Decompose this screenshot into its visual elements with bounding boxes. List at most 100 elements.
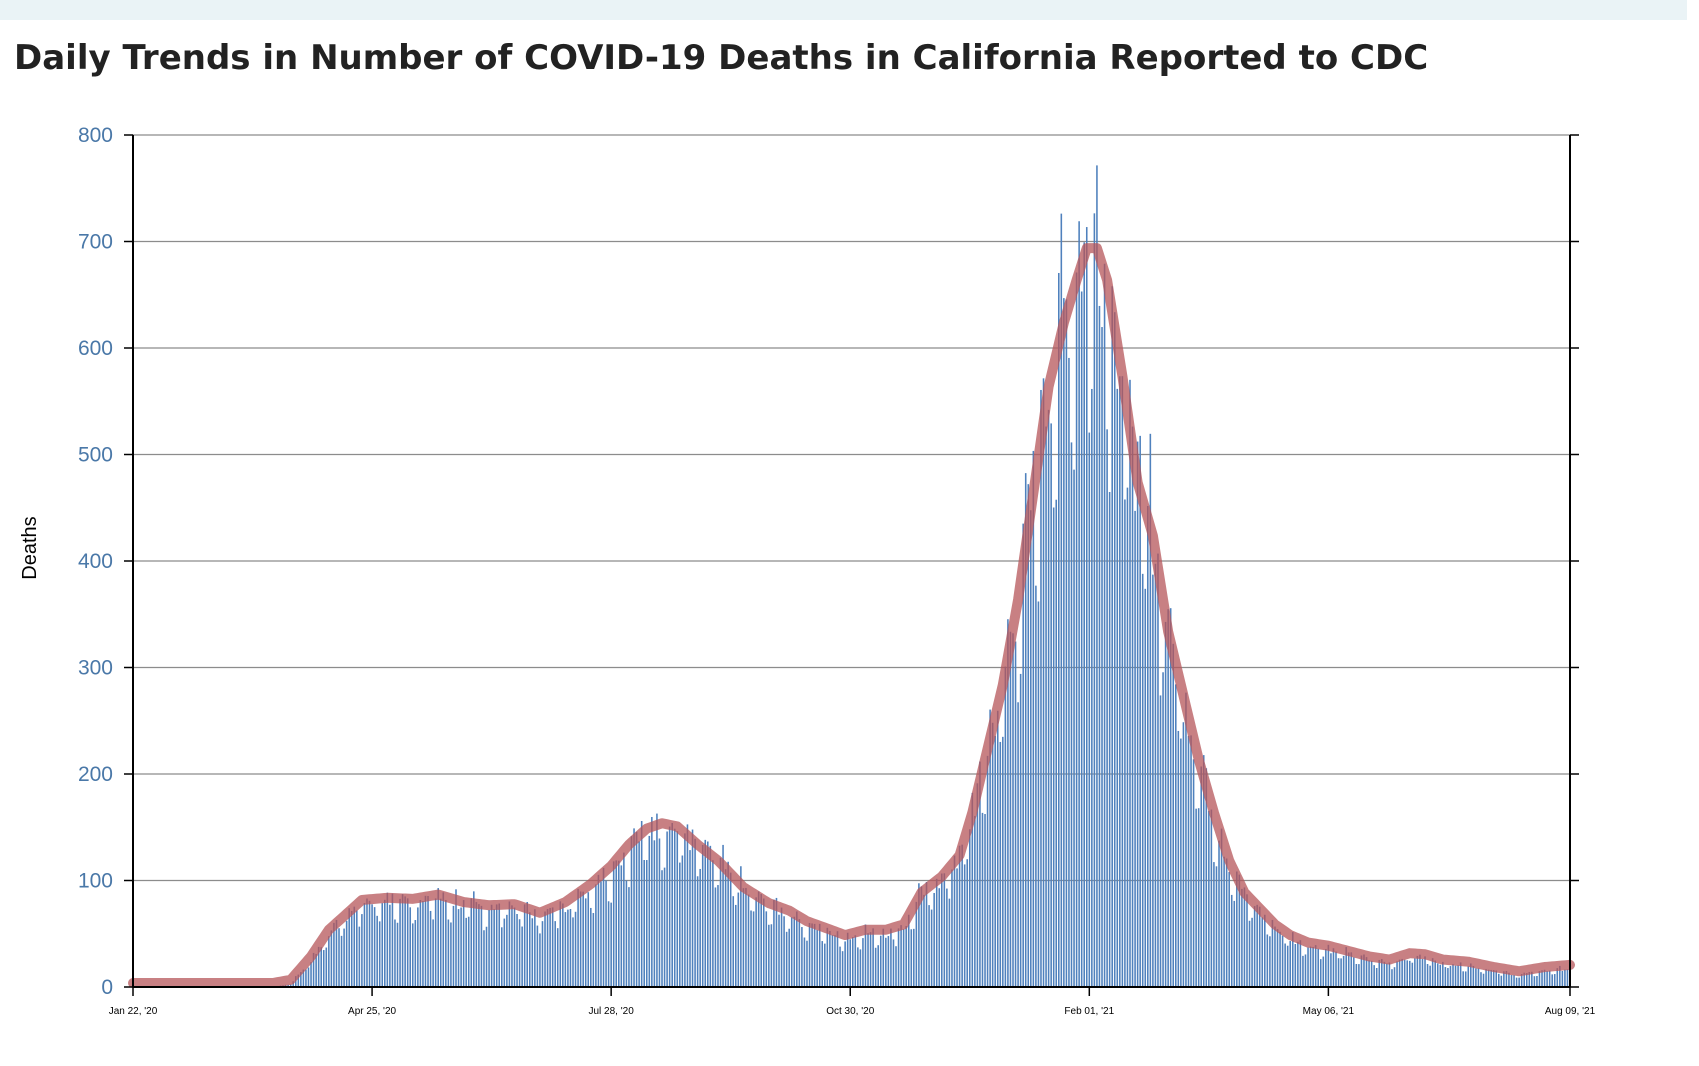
bar (1274, 926, 1276, 987)
bar (1431, 958, 1434, 987)
y-tick-label-500: 500 (78, 444, 113, 467)
bar (986, 755, 989, 987)
bar (1159, 695, 1162, 987)
y-tick-label-300: 300 (78, 657, 113, 680)
bar (1218, 840, 1220, 987)
bar (681, 855, 684, 987)
bar (1396, 961, 1398, 987)
bar (857, 947, 859, 987)
bar (925, 881, 928, 987)
bar (498, 903, 501, 987)
bar (1248, 920, 1251, 987)
bar (1141, 573, 1144, 987)
bar (1434, 960, 1436, 987)
bar (895, 946, 897, 987)
bar (1302, 955, 1304, 987)
bar (1238, 874, 1241, 987)
bar (1398, 959, 1401, 987)
bar (1500, 975, 1503, 987)
bar (821, 941, 824, 987)
bar (729, 872, 732, 987)
bar (811, 923, 813, 987)
bar (1291, 932, 1294, 987)
bar (523, 904, 526, 987)
bar (1561, 970, 1564, 987)
bar (1401, 958, 1403, 987)
bar (653, 840, 656, 987)
bar (933, 892, 935, 987)
bar (356, 910, 358, 987)
bar (592, 913, 595, 987)
page-title: Daily Trends in Number of COVID-19 Death… (14, 38, 1429, 78)
bar (928, 905, 930, 987)
bar (1482, 973, 1485, 987)
bar (1508, 972, 1510, 987)
bar (300, 972, 302, 987)
bar (668, 826, 671, 987)
bar (338, 928, 340, 987)
bar (1085, 227, 1088, 988)
bar (1111, 286, 1113, 987)
bar (1523, 972, 1525, 987)
bar (1261, 917, 1264, 987)
bar (938, 888, 941, 987)
bar (618, 860, 620, 987)
bar (480, 905, 483, 987)
bar (1182, 722, 1185, 987)
bar (493, 909, 495, 987)
bar (597, 874, 600, 987)
bar (1243, 887, 1246, 987)
bar (1055, 499, 1058, 987)
bar (656, 813, 658, 987)
bar (1052, 507, 1055, 987)
bar (333, 922, 335, 987)
bar (971, 792, 974, 987)
bar (717, 885, 719, 987)
x-tick-label: Jan 22, '20 (109, 1006, 158, 1017)
bar (862, 938, 864, 987)
bar (673, 828, 676, 987)
bar (1490, 969, 1492, 987)
bar (1485, 969, 1487, 987)
bar (1169, 608, 1172, 987)
bar (974, 815, 976, 987)
bar (882, 928, 885, 987)
bar (712, 860, 714, 987)
bar (714, 887, 717, 987)
bar (961, 844, 963, 987)
bar (851, 937, 854, 987)
bar (1393, 967, 1396, 987)
bar (322, 950, 325, 987)
bar (376, 915, 378, 987)
bar (951, 869, 953, 987)
bar (437, 888, 439, 987)
bar (1475, 968, 1477, 987)
bar (284, 984, 287, 987)
bar (719, 857, 722, 987)
bar (526, 902, 528, 987)
bar (1345, 947, 1347, 987)
bar (1149, 433, 1152, 987)
bar (1480, 972, 1482, 987)
bar (1258, 906, 1261, 987)
bar (1096, 165, 1098, 987)
bar (457, 909, 460, 987)
x-tick-label: Feb 01, '21 (1064, 1006, 1114, 1017)
bar (640, 820, 643, 987)
bar (389, 904, 391, 987)
bar (1042, 378, 1045, 988)
bar (1520, 973, 1523, 987)
bar (462, 900, 465, 987)
bar (473, 891, 475, 987)
bar (1355, 963, 1358, 987)
bar (1037, 601, 1040, 987)
y-tick-label-100: 100 (78, 870, 113, 893)
y-tick-label-0: 0 (101, 976, 113, 999)
bar (994, 735, 996, 987)
bar (1419, 954, 1421, 987)
bar (623, 852, 625, 987)
bar (1386, 963, 1388, 987)
bar (704, 839, 707, 987)
bar (1139, 435, 1141, 987)
